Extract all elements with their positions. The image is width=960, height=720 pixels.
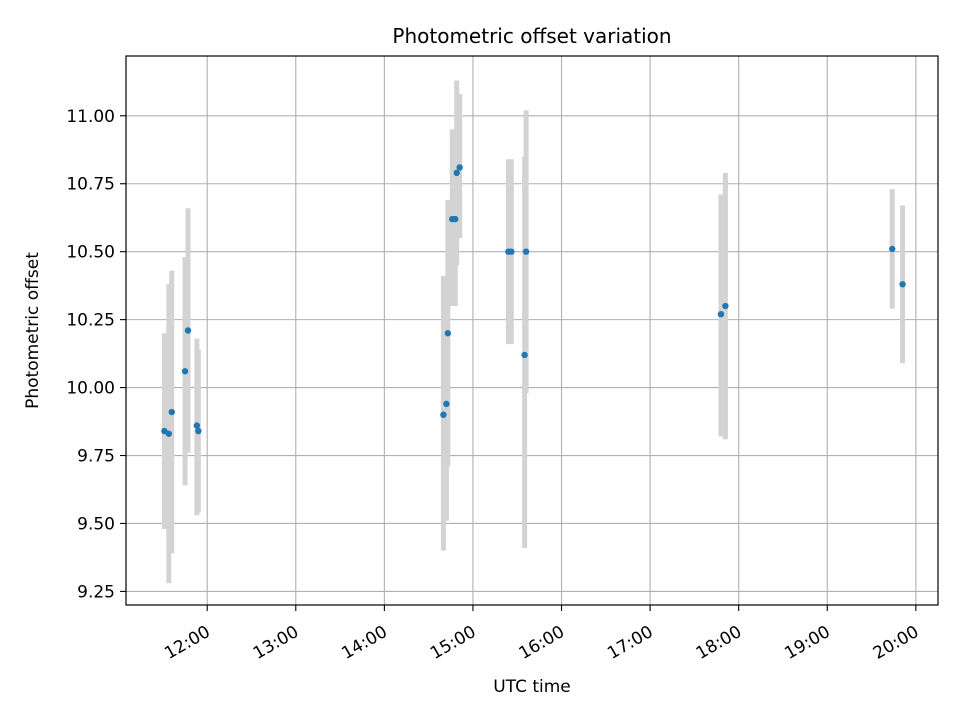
data-point: [168, 408, 175, 416]
data-point: [717, 310, 725, 318]
y-tick-label: 11.00: [66, 107, 115, 127]
grid: [126, 56, 938, 605]
data-point: [899, 281, 906, 288]
data-point: [181, 368, 189, 375]
x-axis-label: UTC time: [493, 677, 571, 697]
y-tick-label: 9.50: [77, 514, 115, 534]
y-tick-label: 10.50: [66, 243, 115, 263]
y-axis-ticks: 9.25 9.50 9.75 10.00 10.25 10.50 10.75 11.00: [66, 107, 126, 602]
data-point: [195, 427, 202, 435]
data-point: [456, 164, 463, 171]
data-point: [722, 302, 729, 310]
y-tick-label: 9.25: [77, 582, 115, 602]
plot-area-frame: [125, 55, 939, 606]
data-point: [452, 215, 459, 223]
data-points: [161, 164, 906, 437]
data-point: [521, 351, 528, 359]
y-tick-label: 10.25: [66, 311, 115, 331]
data-point: [193, 422, 201, 429]
data-point: [508, 248, 515, 255]
y-tick-label: 10.00: [66, 379, 115, 399]
data-point: [443, 400, 450, 408]
data-point: [522, 248, 530, 255]
y-tick-label: 10.75: [66, 175, 115, 195]
chart-title: Photometric offset variation: [392, 24, 671, 48]
data-point: [444, 330, 452, 337]
y-axis-label: Photometric offset: [23, 252, 43, 409]
data-point: [184, 327, 192, 334]
data-point: [165, 430, 173, 437]
data-point: [440, 411, 447, 418]
data-point: [889, 245, 896, 253]
data-point: [453, 169, 460, 177]
y-tick-label: 9.75: [77, 447, 115, 467]
